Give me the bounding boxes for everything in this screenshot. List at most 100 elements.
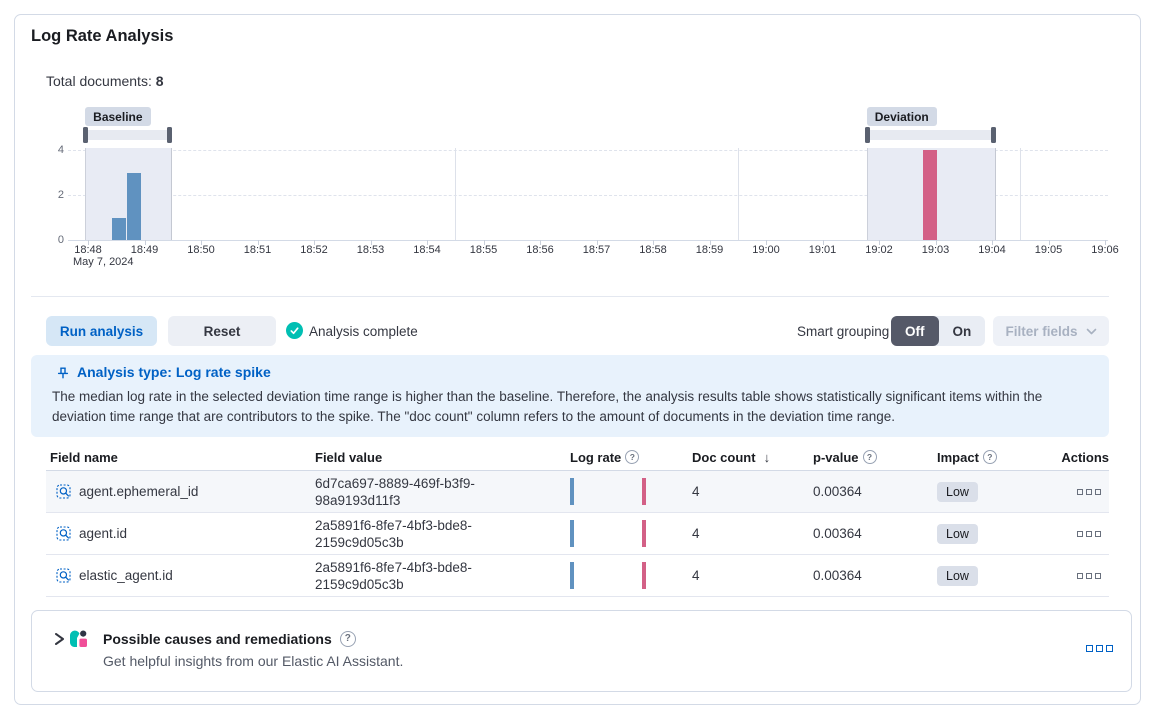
- smart-grouping-on-button[interactable]: On: [952, 323, 972, 339]
- x-axis-label: 19:04: [978, 244, 1006, 256]
- x-axis-label: 18:57: [582, 244, 611, 256]
- field-value-cell: 2a5891f6-8fe7-4bf3-bde8-2159c9d05c3b: [315, 559, 570, 593]
- x-tickmark: [992, 240, 993, 245]
- doc-count-cell: 4: [692, 568, 700, 583]
- help-icon[interactable]: ?: [339, 631, 356, 647]
- x-axis-line: [68, 240, 1108, 241]
- column-header-label: Field name: [50, 449, 118, 465]
- y-gridline: [68, 150, 1108, 151]
- total-documents: Total documents: 8: [46, 73, 164, 89]
- row-actions-icon[interactable]: [1077, 488, 1101, 495]
- deviation-brush-handle-right[interactable]: [990, 127, 996, 143]
- row-actions-icon[interactable]: [1077, 572, 1101, 579]
- x-tickmark: [822, 240, 824, 245]
- elastic-ai-assistant-icon: [69, 630, 88, 651]
- table-header-row: Field name Field value Log rate? Doc count ↓…: [46, 444, 1109, 471]
- x-axis-label: 19:03: [921, 244, 950, 256]
- info-icon[interactable]: ?: [862, 450, 877, 464]
- baseline-brush[interactable]: [83, 130, 172, 140]
- possible-causes-title[interactable]: Possible causes and remediations ?: [103, 631, 356, 647]
- x-axis-label: 19:06: [1091, 244, 1119, 256]
- column-header-p-value[interactable]: p-value?: [813, 450, 937, 465]
- actions-cell: [1040, 530, 1109, 537]
- field-value-cell: 6d7ca697-8889-469f-b3f9-98a9193d11f3: [315, 475, 570, 509]
- impact-cell: Low: [937, 523, 1040, 544]
- column-header-impact[interactable]: Impact?: [937, 450, 1040, 465]
- column-header-field-name[interactable]: Field name: [46, 450, 315, 465]
- y-gridline: [68, 195, 1108, 196]
- baseline-bar: [126, 172, 141, 240]
- column-header-log-rate[interactable]: Log rate?: [570, 450, 692, 465]
- x-tickmark: [257, 240, 259, 245]
- x-tickmark: [653, 240, 654, 245]
- actions-cell: [1040, 488, 1109, 495]
- baseline-badge: Baseline: [85, 107, 151, 126]
- doc-count-cell: 4: [692, 526, 700, 541]
- analysis-complete-check-icon: [286, 322, 303, 339]
- log-rate-sparkline: [570, 478, 660, 505]
- log-rate-sparkline: [570, 562, 660, 589]
- smart-grouping-off-button[interactable]: Off: [891, 316, 939, 346]
- x-tickmark: [766, 240, 767, 245]
- filter-fields-button[interactable]: Filter fields: [993, 316, 1109, 346]
- impact-badge: Low: [937, 565, 978, 586]
- p-value-cell: 0.00364: [813, 568, 862, 583]
- x-tickmark: [1105, 240, 1106, 245]
- deviation-brush-handle-left[interactable]: [864, 127, 870, 143]
- log-rate-cell: [570, 520, 692, 547]
- log-rate-cell: [570, 478, 692, 505]
- chevron-down-icon: [1086, 328, 1096, 334]
- info-icon[interactable]: ?: [625, 450, 640, 464]
- x-axis-label: 18:56: [526, 244, 554, 256]
- column-header-label: Field value: [315, 449, 383, 465]
- run-analysis-button[interactable]: Run analysis: [46, 316, 157, 346]
- possible-causes-subtitle: Get helpful insights from our Elastic AI…: [103, 653, 404, 669]
- baseline-brush-handle-right[interactable]: [166, 127, 172, 143]
- column-header-label: Actions: [1061, 449, 1109, 465]
- v-gridline: [1020, 148, 1022, 240]
- x-axis-label: 18:52: [300, 244, 328, 256]
- info-icon[interactable]: ?: [982, 450, 997, 464]
- impact-badge: Low: [937, 523, 978, 544]
- impact-cell: Low: [937, 565, 1040, 586]
- field-inspect-icon[interactable]: [56, 525, 72, 542]
- chevron-right-icon[interactable]: [52, 631, 66, 650]
- reset-button[interactable]: Reset: [168, 316, 276, 346]
- smart-grouping-toggle: Off On: [891, 316, 986, 346]
- field-value: 2a5891f6-8fe7-4bf3-bde8-2159c9d05c3b: [315, 559, 472, 592]
- table-row: agent.id 2a5891f6-8fe7-4bf3-bde8-2159c9d0…: [46, 513, 1109, 555]
- column-header-doc-count[interactable]: Doc count ↓: [692, 450, 813, 465]
- column-header-field-value[interactable]: Field value: [315, 450, 570, 465]
- sort-desc-icon[interactable]: ↓: [763, 449, 771, 465]
- x-tickmark: [1048, 240, 1050, 245]
- x-axis-label: 18:50: [187, 244, 215, 256]
- x-tickmark: [144, 240, 146, 245]
- panel-actions-icon[interactable]: [1086, 645, 1113, 652]
- x-tickmark: [483, 240, 485, 245]
- x-axis-label: 19:00: [752, 244, 780, 256]
- field-inspect-icon[interactable]: [56, 483, 72, 500]
- x-tickmark: [201, 240, 202, 245]
- column-header-label: Impact?: [937, 450, 1040, 465]
- column-header-label: Doc count ↓: [692, 449, 771, 465]
- possible-causes-title-text: Possible causes and remediations: [103, 631, 332, 647]
- analysis-type-title: Analysis type: Log rate spike: [77, 364, 271, 380]
- x-tickmark: [370, 240, 372, 245]
- x-axis-label: 19:01: [808, 244, 837, 256]
- field-name-cell: agent.id: [46, 525, 315, 542]
- deviation-brush[interactable]: [864, 130, 996, 140]
- section-divider: [31, 296, 1109, 297]
- deviation-bar: [923, 150, 938, 240]
- column-header-actions[interactable]: Actions: [1040, 450, 1109, 465]
- doc-count-cell: 4: [692, 484, 700, 499]
- field-inspect-icon[interactable]: [56, 567, 72, 584]
- x-axis-date-label: May 7, 2024: [73, 256, 134, 268]
- x-tickmark: [88, 240, 89, 245]
- analysis-results-table: Field name Field value Log rate? Doc count ↓…: [46, 444, 1109, 597]
- baseline-brush-handle-left[interactable]: [83, 127, 89, 143]
- row-actions-icon[interactable]: [1077, 530, 1101, 537]
- field-name-cell: agent.ephemeral_id: [46, 483, 315, 500]
- x-tickmark: [709, 240, 711, 245]
- x-axis-label: 18:58: [639, 244, 667, 256]
- log-rate-cell: [570, 562, 692, 589]
